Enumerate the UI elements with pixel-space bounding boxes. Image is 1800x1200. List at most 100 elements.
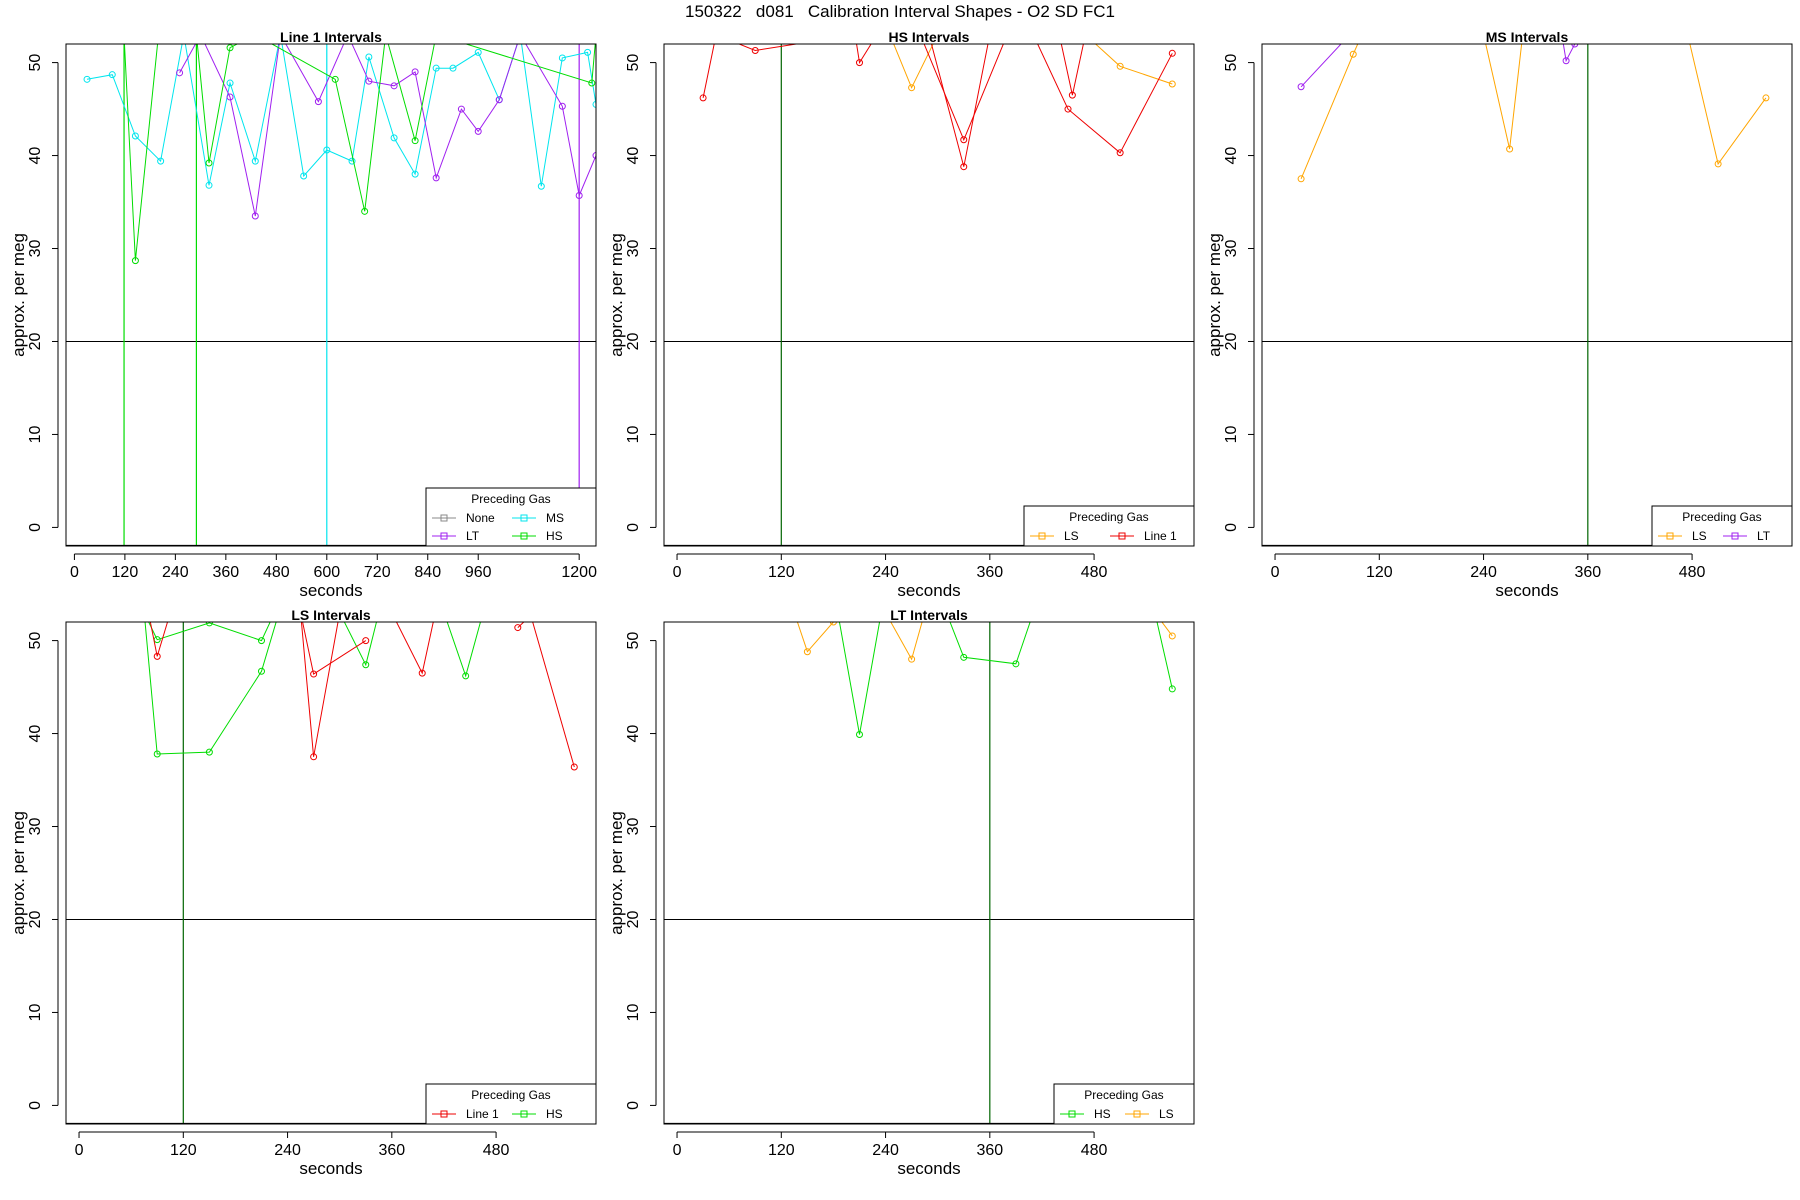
y-tick-label: 40 [625,147,642,165]
legend-marker [1068,1110,1076,1118]
data-point [1168,685,1176,693]
data-point [883,610,889,616]
data-point [584,48,592,56]
data-point [1030,610,1036,616]
data-point [1152,610,1158,616]
legend-title: Preceding Gas [1682,510,1761,524]
y-tick-label: 30 [1223,240,1240,258]
legend-label: Line 1 [1144,529,1177,543]
data-point [331,75,339,83]
data-point [908,84,916,92]
legend-box [1053,1083,1195,1125]
legend-marker [440,514,448,522]
data-point [411,170,419,178]
x-tick-label: 360 [378,1142,405,1159]
data-point [205,748,213,756]
series-line [123,44,596,261]
y-axis-label: approx. per meg [607,811,626,935]
series-line [702,44,1173,167]
data-point [558,102,566,110]
panel-title: HS Intervals [889,29,970,45]
plot-area [66,610,596,1124]
data-point [1714,160,1722,168]
y-tick-label: 40 [625,725,642,743]
y-tick-label: 20 [27,332,44,350]
y-tick-label: 10 [625,1003,642,1021]
chart-panel-2: 0 120 240 360 480 seconds 0 10 20 30 40 50 approx. p… [607,29,1195,600]
data-point [257,637,265,645]
x-tick-label: 0 [70,564,79,581]
legend-label: LT [466,529,480,543]
data-point [878,610,884,616]
data-point [588,79,596,87]
x-tick-label: 360 [1574,564,1601,581]
data-point [157,157,165,165]
plot-frame [65,621,597,1125]
data-point [1030,32,1036,38]
x-tick-label: 360 [212,564,239,581]
plot-frame [663,621,1195,1125]
series-line [300,622,434,757]
y-tick-label: 50 [27,54,44,72]
data-point [176,69,184,77]
data-point [1685,32,1691,38]
plot-area [1262,32,1792,546]
legend: Preceding Gas HS LS [1053,1083,1195,1125]
y-tick-label: 30 [27,818,44,836]
data-point [495,96,503,104]
legend-label: Line 1 [466,1107,499,1121]
data-point [575,192,583,200]
data-point [226,93,234,101]
legend-label: HS [546,529,563,543]
x-tick-label: 240 [872,1142,899,1159]
y-tick-label: 0 [625,523,642,532]
series-line [149,622,169,657]
data-point [193,32,199,38]
plot-area [66,32,596,546]
data-point [205,159,213,167]
data-point [365,77,373,85]
data-point [592,152,596,160]
data-point [1004,32,1010,38]
data-point [835,610,841,616]
series-line [144,622,277,755]
data-point [376,610,382,616]
legend-marker [440,532,448,540]
y-tick-label: 40 [1223,147,1240,165]
data-point [480,610,486,616]
y-tick-label: 50 [625,54,642,72]
data-point [1116,149,1124,157]
chart-panel-3: 0 120 240 360 480 seconds 0 10 20 30 40 50 approx. p… [1205,29,1793,600]
x-tick-label: 0 [673,1142,682,1159]
legend-title: Preceding Gas [1084,1088,1163,1102]
data-point [1571,44,1579,48]
data-point [1168,632,1176,640]
x-axis-label: seconds [897,1159,960,1178]
data-point [457,105,465,113]
data-point [153,652,161,660]
legend: Preceding Gas LS Line 1 [1023,505,1195,547]
data-point [257,667,265,675]
data-point [131,257,139,265]
chart-panel-5: 0 120 240 360 480 seconds 0 10 20 30 40 50 approx. p… [607,607,1195,1178]
chart-panel-4: 0 120 240 360 480 seconds 0 10 20 30 40 50 approx. p… [9,607,597,1178]
data-point [362,637,370,645]
y-tick-label: 10 [1223,425,1240,443]
data-point [323,146,331,154]
data-point [713,32,719,38]
data-point [1068,91,1076,99]
data-point [146,610,152,616]
data-point [83,75,91,83]
data-point [1064,105,1072,113]
legend-title: Preceding Gas [1069,510,1148,524]
data-point [514,624,522,632]
y-tick-label: 20 [1223,332,1240,350]
x-axis-label: seconds [299,1159,362,1178]
x-tick-label: 240 [872,564,899,581]
y-tick-label: 50 [625,632,642,650]
y-tick-label: 20 [625,910,642,928]
data-point [348,157,356,165]
panel-title: LT Intervals [890,607,968,623]
legend-box [1651,505,1793,547]
data-point [1562,57,1570,65]
